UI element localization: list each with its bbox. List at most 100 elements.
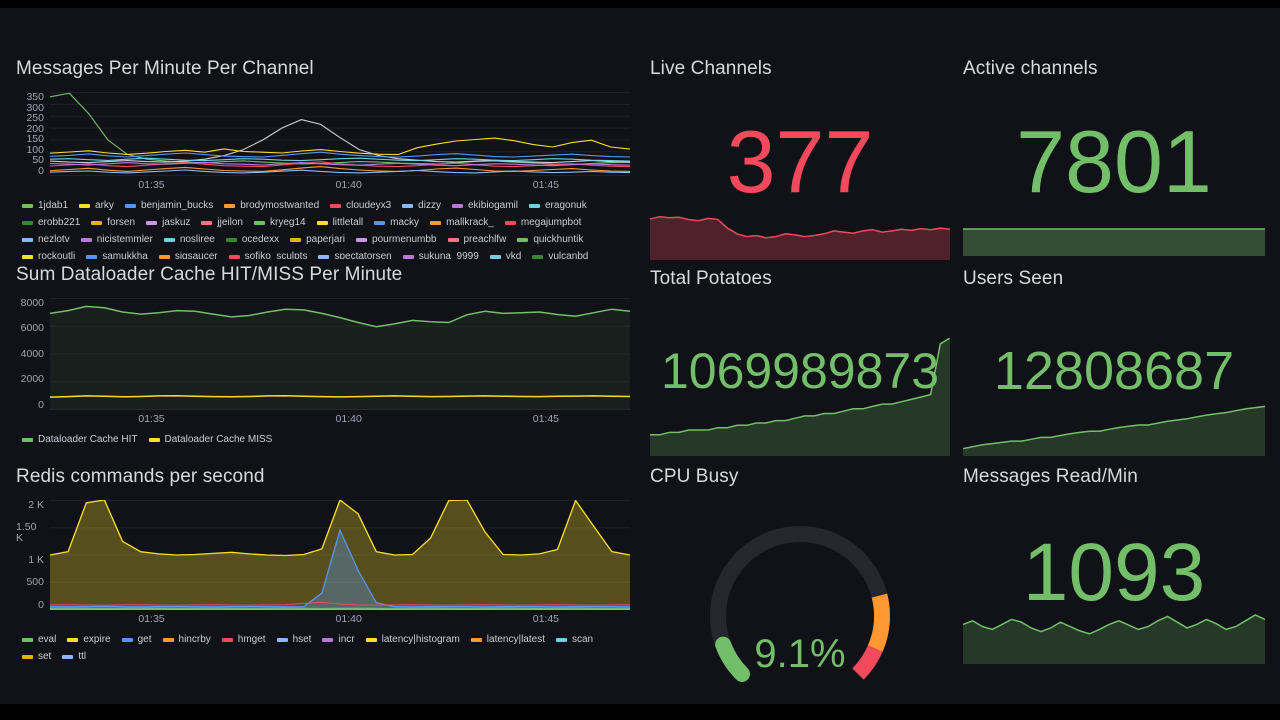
legend-label: brodymostwanted [240, 200, 320, 211]
legend-item[interactable]: mallkrack_ [430, 216, 494, 229]
panel-title[interactable]: Redis commands per second [16, 466, 265, 487]
legend-item[interactable]: dizzy [402, 199, 441, 212]
cpu-gauge: 9.1% [690, 520, 910, 698]
legend-item[interactable]: benjamin_bucks [124, 199, 213, 212]
gauge-arc [852, 645, 883, 680]
time-series-plot[interactable] [50, 298, 630, 410]
y-tick-label: 1 K [28, 554, 44, 566]
legend-item[interactable]: 1jdab1 [22, 199, 68, 212]
legend-label: Dataloader Cache MISS [164, 434, 273, 445]
series-area [650, 216, 950, 260]
legend-item[interactable]: ttl [62, 650, 86, 663]
legend-item[interactable]: arky [79, 199, 114, 212]
x-axis: 01:35 01:40 01:45 [50, 410, 630, 426]
sparkline-svg [963, 614, 1265, 664]
legend-item[interactable]: macky [374, 216, 419, 229]
legend-item[interactable]: Dataloader Cache MISS [148, 433, 273, 446]
legend-item[interactable]: samukkha [86, 250, 148, 259]
legend-item[interactable]: sofiko_sculpts [228, 250, 307, 259]
legend-item[interactable]: rockoutli [22, 250, 75, 259]
panel-title[interactable]: Messages Read/Min [963, 466, 1138, 487]
legend-label: spectatorsen [334, 251, 392, 259]
legend-item[interactable]: paperjari [290, 233, 345, 246]
panel-title[interactable]: Users Seen [963, 268, 1064, 289]
x-tick-label: 01:45 [532, 179, 560, 191]
legend-item[interactable]: erobb221 [22, 216, 80, 229]
sparkline-svg [963, 405, 1265, 456]
legend-item[interactable]: hincrby [162, 633, 211, 646]
gauge-arc [715, 636, 751, 682]
legend-item[interactable]: scan [555, 633, 594, 646]
legend-item[interactable]: latency|histogram [365, 633, 460, 646]
time-series-plot[interactable] [50, 92, 630, 176]
legend-item[interactable]: Dataloader Cache HIT [22, 433, 138, 446]
legend-item[interactable]: forsen [91, 216, 135, 229]
legend-label: rockoutli [38, 251, 76, 259]
legend-label: forsen [107, 217, 136, 228]
legend-label: ekibiogamil [467, 200, 518, 211]
chart-area: 350 300 250 200 150 100 50 0 01:35 01:40 01:45 [16, 92, 630, 192]
legend-item[interactable]: sukuna_9999 [402, 250, 479, 259]
legend-item[interactable]: nicistemmler [80, 233, 153, 246]
legend-label: erobb221 [38, 217, 81, 228]
panel-title[interactable]: Sum Dataloader Cache HIT/MISS Per Minute [16, 264, 403, 285]
stat-value: 7801 [1016, 112, 1212, 211]
legend-item[interactable]: quickhuntik [517, 233, 583, 246]
legend-item[interactable]: ocedexx [225, 233, 279, 246]
legend-label: Dataloader Cache HIT [38, 434, 138, 445]
legend-item[interactable]: vkd [489, 250, 521, 259]
legend-label: hmget [237, 634, 266, 645]
legend-swatch-icon [224, 203, 236, 208]
legend-swatch-icon [201, 220, 213, 225]
legend-item[interactable]: vulcanbd [532, 250, 588, 259]
legend-item[interactable]: jjeilon [201, 216, 243, 229]
panel-title[interactable]: Messages Per Minute Per Channel [16, 58, 314, 79]
legend-item[interactable]: hmget [221, 633, 266, 646]
legend-item[interactable]: spectatorsen [318, 250, 392, 259]
panel-title[interactable]: Live Channels [650, 58, 772, 79]
legend-swatch-icon [470, 637, 482, 642]
legend-item[interactable]: expire [67, 633, 111, 646]
panel-title[interactable]: Active channels [963, 58, 1098, 79]
legend-item[interactable]: get [121, 633, 152, 646]
legend-item[interactable]: eval [22, 633, 56, 646]
legend-item[interactable]: eragonuk [529, 199, 587, 212]
legend-swatch-icon [79, 203, 91, 208]
legend-item[interactable]: nosliree [163, 233, 215, 246]
legend-label: cloudeyx3 [346, 200, 392, 211]
panel-messages-read-min: Messages Read/Min 1093 [963, 456, 1265, 670]
legend-item[interactable]: hset [276, 633, 311, 646]
legend-item[interactable]: megajumpbot [504, 216, 581, 229]
y-tick-label: 200 [26, 122, 44, 135]
y-axis: 2 K 1.50 K 1 K 500 0 [16, 500, 50, 610]
panel-live-channels: Live Channels 377 [650, 48, 950, 260]
y-tick-label: 0 [38, 398, 44, 411]
legend-item[interactable]: brodymostwanted [224, 199, 319, 212]
panel-title[interactable]: CPU Busy [650, 466, 739, 487]
legend-label: paperjari [306, 234, 346, 245]
legend-item[interactable]: pourmenumbb [356, 233, 437, 246]
legend-swatch-icon [489, 254, 501, 259]
legend-item[interactable]: cloudeyx3 [330, 199, 391, 212]
series-line [50, 157, 630, 162]
legend-swatch-icon [402, 203, 414, 208]
legend-item[interactable]: set [22, 650, 51, 663]
legend-item[interactable]: preachlfw [447, 233, 506, 246]
legend-swatch-icon [162, 637, 174, 642]
time-series-plot[interactable] [50, 500, 630, 610]
legend-item[interactable]: ekibiogamil [451, 199, 518, 212]
legend-item[interactable]: nezlotv [22, 233, 70, 246]
legend-item[interactable]: jaskuz [146, 216, 190, 229]
legend-item[interactable]: incr [322, 633, 355, 646]
y-tick-label: 250 [26, 112, 44, 124]
y-axis: 8000 6000 4000 2000 0 [16, 298, 50, 410]
legend-label: latency|histogram [381, 634, 460, 645]
legend-item[interactable]: littletall [316, 216, 363, 229]
panel-title[interactable]: Total Potatoes [650, 268, 772, 289]
legend-item[interactable]: kryeg14 [254, 216, 306, 229]
legend-label: scan [571, 634, 594, 645]
legend-item[interactable]: sigsaucer [158, 250, 218, 259]
legend-item[interactable]: latency|latest [470, 633, 545, 646]
x-tick-label: 01:35 [138, 179, 165, 191]
legend-swatch-icon [121, 637, 133, 642]
